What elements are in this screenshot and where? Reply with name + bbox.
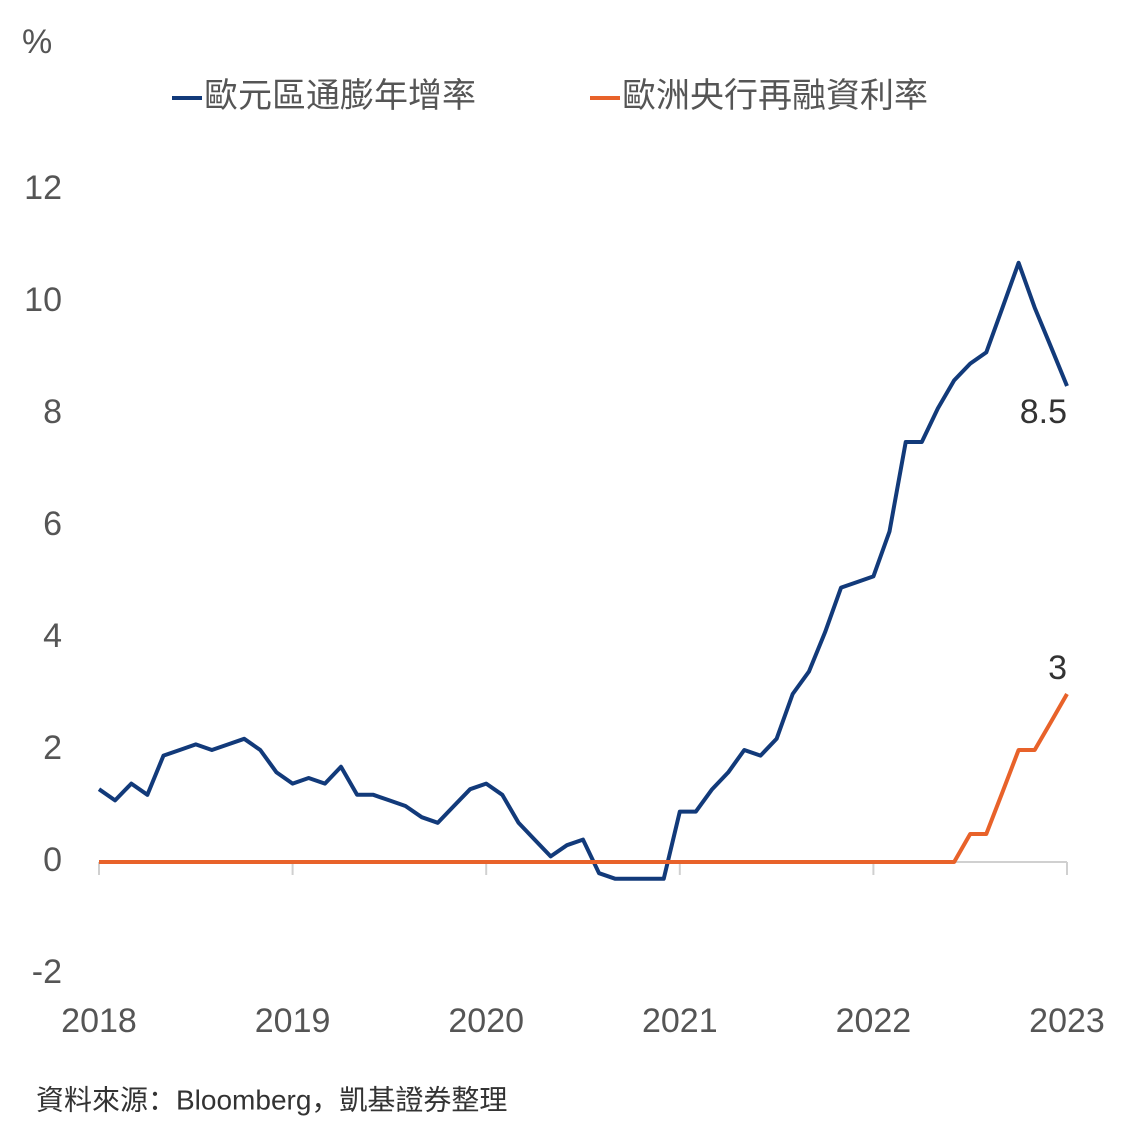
y-tick-label: 2 xyxy=(43,729,62,767)
x-tick-label: 2021 xyxy=(642,1002,718,1040)
legend-label: 歐元區通膨年增率 xyxy=(204,77,476,115)
series-line xyxy=(99,693,1069,864)
y-tick-label: 10 xyxy=(24,281,62,319)
end-value-label: 8.5 xyxy=(1020,393,1067,431)
x-tick-label: 2022 xyxy=(836,1002,912,1040)
y-tick-label: -2 xyxy=(32,953,62,991)
y-tick-label: 4 xyxy=(43,617,62,655)
y-tick-label: 6 xyxy=(43,505,62,543)
end-value-label: 3 xyxy=(1048,649,1067,687)
source-note: 資料來源：Bloomberg，凱基證券整理 xyxy=(36,1084,507,1115)
x-tick-label: 2019 xyxy=(255,1002,331,1040)
x-tick-label: 2018 xyxy=(61,1002,137,1040)
y-axis-label: % xyxy=(22,23,52,61)
x-tick-label: 2020 xyxy=(448,1002,524,1040)
y-tick-label: 12 xyxy=(24,169,62,207)
y-tick-label: 0 xyxy=(43,841,62,879)
y-tick-label: 8 xyxy=(43,393,62,431)
series-line xyxy=(97,260,1069,881)
legend-label: 歐洲央行再融資利率 xyxy=(622,77,928,115)
x-tick-label: 2023 xyxy=(1029,1002,1105,1040)
